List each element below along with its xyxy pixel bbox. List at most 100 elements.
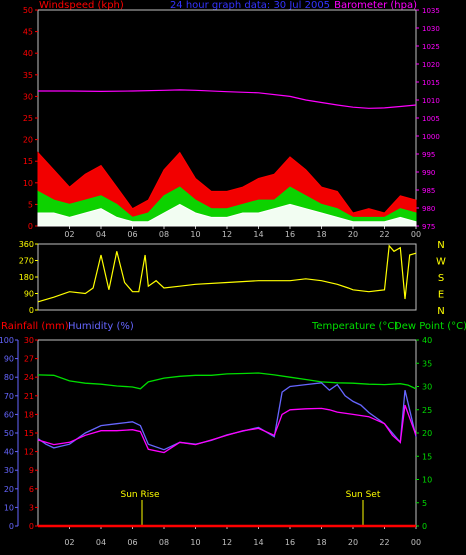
y-tick-label: 15 (23, 157, 33, 166)
y-tick-label: 90 (24, 290, 34, 299)
y2-tick-label: 15 (422, 452, 432, 461)
series-line (38, 89, 417, 109)
y-tick-label: 25 (23, 114, 33, 123)
y-tick-label: 15 (24, 429, 34, 438)
compass-label: N (437, 240, 444, 251)
y-outer-tick-label: 60 (4, 410, 14, 419)
y2-tick-label: 1000 (422, 133, 440, 141)
x-tick-label: 22 (379, 538, 389, 547)
x-tick-label: 12 (222, 230, 232, 239)
y-tick-label: 10 (23, 179, 33, 188)
y2-tick-label: 10 (422, 476, 432, 485)
y-tick-label: 30 (24, 336, 34, 345)
x-tick-label: 20 (348, 538, 358, 547)
y-outer-tick-label: 100 (0, 336, 14, 345)
dewpoint-label: Dew Point (°C) (394, 321, 466, 332)
y2-tick-label: 985 (422, 187, 435, 195)
x-tick-label: 16 (285, 230, 295, 239)
y-tick-label: 5 (28, 200, 33, 209)
y-tick-label: 40 (23, 49, 33, 58)
y-tick-label: 50 (23, 6, 33, 15)
y2-tick-label: 5 (422, 499, 427, 508)
y2-tick-label: 0 (422, 522, 427, 531)
compass-label: N (437, 306, 444, 317)
y-tick-label: 27 (24, 355, 34, 364)
x-tick-label: 06 (127, 538, 137, 547)
compass-label: S (438, 273, 444, 284)
y2-tick-label: 30 (422, 383, 432, 392)
temperature-label: Temperature (°C) (311, 321, 398, 332)
y-tick-label: 180 (19, 273, 34, 282)
y-tick-label: 6 (29, 485, 34, 494)
y-tick-label: 0 (28, 222, 33, 231)
y-tick-label: 360 (19, 240, 34, 249)
x-tick-label: 04 (96, 230, 106, 239)
y2-tick-label: 35 (422, 359, 432, 368)
y-tick-label: 0 (29, 306, 34, 315)
y-outer-tick-label: 30 (4, 466, 14, 475)
y2-tick-label: 975 (422, 223, 435, 231)
series-line (37, 382, 417, 451)
y2-tick-label: 40 (422, 336, 432, 345)
y-outer-tick-label: 80 (4, 373, 14, 382)
plot-frame (37, 243, 417, 311)
x-tick-label: 18 (316, 230, 326, 239)
y-tick-label: 21 (24, 392, 34, 401)
x-tick-label: 10 (190, 230, 200, 239)
y-tick-label: 12 (24, 448, 34, 457)
rainfall-label: Rainfall (mm) (1, 321, 69, 332)
y2-tick-label: 1015 (422, 79, 440, 87)
series-line (37, 404, 417, 454)
y2-tick-label: 1010 (422, 97, 440, 105)
y2-tick-label: 980 (422, 205, 435, 213)
x-tick-label: 06 (127, 230, 137, 239)
x-tick-label: 12 (222, 538, 232, 547)
y2-tick-label: 25 (422, 406, 432, 415)
y-tick-label: 24 (24, 373, 34, 382)
x-tick-label: 02 (64, 230, 74, 239)
humidity-label: Humidity (%) (68, 321, 134, 332)
x-tick-label: 00 (411, 538, 421, 547)
compass-label: E (438, 290, 444, 301)
x-tick-label: 16 (285, 538, 295, 547)
y2-tick-label: 990 (422, 169, 435, 177)
y-outer-tick-label: 90 (4, 355, 14, 364)
y-tick-label: 270 (19, 257, 34, 266)
x-tick-label: 02 (64, 538, 74, 547)
x-tick-label: 04 (96, 538, 106, 547)
y-tick-label: 30 (23, 92, 33, 101)
x-tick-label: 14 (253, 538, 263, 547)
y2-tick-label: 995 (422, 151, 435, 159)
x-tick-label: 18 (316, 538, 326, 547)
y-tick-label: 20 (23, 136, 33, 145)
compass-label: W (436, 257, 446, 268)
y-outer-tick-label: 70 (4, 392, 14, 401)
x-tick-label: 14 (253, 230, 263, 239)
y-outer-tick-label: 50 (4, 429, 14, 438)
y2-tick-label: 1030 (422, 25, 440, 33)
y-outer-tick-label: 0 (9, 522, 14, 531)
y2-tick-label: 1035 (422, 7, 440, 15)
y-tick-label: 35 (23, 71, 33, 80)
y-tick-label: 0 (29, 522, 34, 531)
y-tick-label: 9 (29, 466, 34, 475)
y-outer-tick-label: 40 (4, 448, 14, 457)
y2-tick-label: 20 (422, 429, 432, 438)
y-tick-label: 45 (23, 28, 33, 37)
series-line (37, 244, 417, 303)
chart-title: 24 hour graph data: 30 Jul 2005 (170, 0, 330, 11)
y2-tick-label: 1025 (422, 43, 440, 51)
windspeed-title: Windspeed (kph) (39, 0, 124, 11)
y-tick-label: 18 (24, 410, 34, 419)
x-tick-label: 20 (348, 230, 358, 239)
x-tick-label: 10 (190, 538, 200, 547)
y2-tick-label: 1005 (422, 115, 440, 123)
x-tick-label: 08 (159, 230, 169, 239)
x-tick-label: 22 (379, 230, 389, 239)
y2-tick-label: 1020 (422, 61, 440, 69)
sunrise-label: Sun Rise (121, 490, 160, 500)
series-area (37, 203, 417, 227)
x-tick-label: 08 (159, 538, 169, 547)
sunset-label: Sun Set (346, 490, 381, 500)
